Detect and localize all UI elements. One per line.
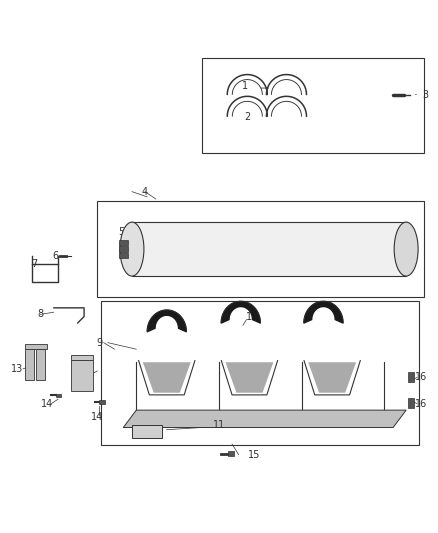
- Bar: [119, 246, 128, 252]
- Text: 2: 2: [244, 112, 251, 122]
- Bar: [408, 398, 413, 408]
- Text: 16: 16: [415, 373, 427, 383]
- Text: 3: 3: [423, 90, 429, 100]
- Text: 7: 7: [31, 260, 37, 269]
- Bar: [119, 240, 128, 245]
- Text: 14: 14: [91, 411, 103, 422]
- Text: 5: 5: [118, 227, 124, 237]
- Bar: [36, 349, 45, 379]
- Text: 13: 13: [11, 364, 23, 374]
- Text: 11: 11: [213, 421, 225, 430]
- Text: 16: 16: [415, 399, 427, 409]
- Polygon shape: [308, 362, 356, 393]
- Bar: [102, 301, 419, 445]
- Text: 9: 9: [96, 338, 102, 348]
- Bar: [99, 400, 105, 403]
- Polygon shape: [221, 301, 260, 323]
- Polygon shape: [132, 222, 406, 276]
- Bar: [25, 349, 34, 379]
- Bar: [119, 253, 128, 258]
- Text: 15: 15: [247, 449, 260, 459]
- Polygon shape: [226, 362, 273, 393]
- Bar: [408, 372, 413, 382]
- Polygon shape: [147, 310, 186, 332]
- Bar: [56, 393, 61, 397]
- Bar: [132, 425, 162, 439]
- Text: 4: 4: [142, 187, 148, 197]
- Bar: [97, 201, 424, 297]
- Bar: [25, 344, 47, 349]
- Ellipse shape: [120, 222, 144, 276]
- Bar: [71, 360, 93, 391]
- Polygon shape: [304, 301, 343, 323]
- Text: 10: 10: [246, 312, 258, 321]
- Ellipse shape: [394, 222, 418, 276]
- Text: 14: 14: [41, 399, 53, 409]
- Bar: [201, 58, 424, 154]
- Polygon shape: [143, 362, 191, 393]
- Text: 6: 6: [53, 251, 59, 261]
- Text: 8: 8: [38, 309, 44, 319]
- Text: 12: 12: [78, 373, 90, 383]
- Text: 1: 1: [242, 81, 248, 91]
- Bar: [71, 355, 93, 360]
- Polygon shape: [123, 410, 406, 427]
- Bar: [228, 451, 234, 456]
